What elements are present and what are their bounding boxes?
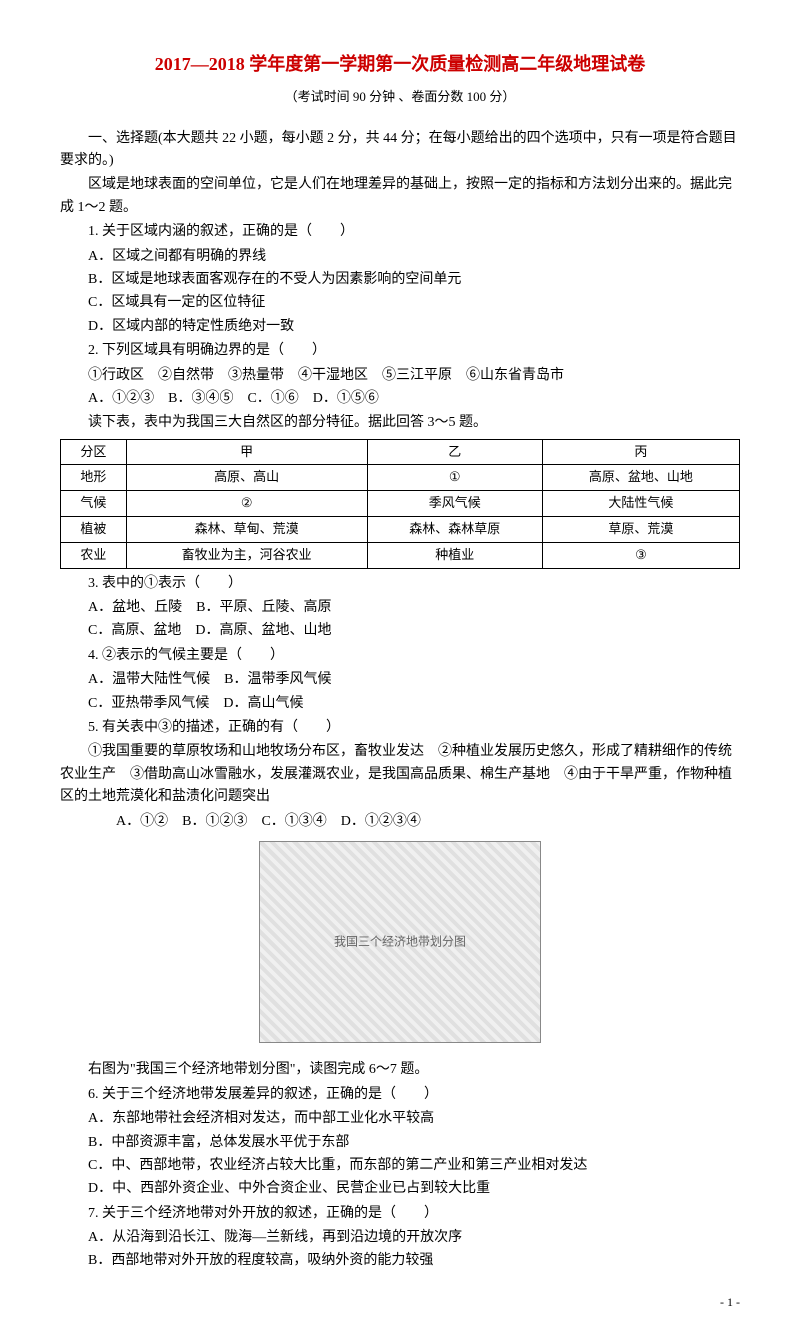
question-5: 5. 有关表中③的描述，正确的有（ ） bbox=[60, 717, 740, 739]
table-cell: ② bbox=[126, 491, 367, 517]
q7-option-a: A．从沿海到沿长江、陇海—兰新线，再到沿边境的开放次序 bbox=[60, 1227, 740, 1249]
table-cell: 高原、高山 bbox=[126, 465, 367, 491]
table-row: 地形 高原、高山 ① 高原、盆地、山地 bbox=[61, 465, 740, 491]
table-cell: 乙 bbox=[367, 439, 542, 465]
question-6: 6. 关于三个经济地带发展差异的叙述，正确的是（ ） bbox=[60, 1084, 740, 1106]
intro-3-5: 读下表，表中为我国三大自然区的部分特征。据此回答 3～5 题。 bbox=[60, 412, 740, 434]
question-3: 3. 表中的①表示（ ） bbox=[60, 573, 740, 595]
q2-options: A．①②③ B．③④⑤ C．①⑥ D．①⑤⑥ bbox=[60, 388, 740, 410]
q3-options-1: A．盆地、丘陵 B．平原、丘陵、高原 bbox=[60, 597, 740, 619]
table-cell: 甲 bbox=[126, 439, 367, 465]
q1-option-c: C．区域具有一定的区位特征 bbox=[60, 292, 740, 314]
table-row: 植被 森林、草甸、荒漠 森林、森林草原 草原、荒漠 bbox=[61, 517, 740, 543]
q6-option-d: D．中、西部外资企业、中外合资企业、民营企业已占到较大比重 bbox=[60, 1178, 740, 1200]
table-cell: 地形 bbox=[61, 465, 127, 491]
table-cell: 高原、盆地、山地 bbox=[542, 465, 739, 491]
page-number: - 1 - bbox=[60, 1293, 740, 1312]
table-row: 分区 甲 乙 丙 bbox=[61, 439, 740, 465]
table-row: 气候 ② 季风气候 大陆性气候 bbox=[61, 491, 740, 517]
q1-option-a: A．区域之间都有明确的界线 bbox=[60, 246, 740, 268]
table-cell: ① bbox=[367, 465, 542, 491]
exam-subtitle: （考试时间 90 分钟 、卷面分数 100 分） bbox=[60, 87, 740, 108]
q6-option-b: B．中部资源丰富，总体发展水平优于东部 bbox=[60, 1132, 740, 1154]
section-heading: 一、选择题(本大题共 22 小题，每小题 2 分，共 44 分；在每小题给出的四… bbox=[60, 128, 740, 173]
question-4: 4. ②表示的气候主要是（ ） bbox=[60, 645, 740, 667]
q5-options: A．①② B．①②③ C．①③④ D．①②③④ bbox=[60, 811, 740, 833]
table-cell: 丙 bbox=[542, 439, 739, 465]
question-2: 2. 下列区域具有明确边界的是（ ） bbox=[60, 340, 740, 362]
exam-title: 2017—2018 学年度第一学期第一次质量检测高二年级地理试卷 bbox=[60, 50, 740, 79]
intro-6-7: 右图为"我国三个经济地带划分图"，读图完成 6～7 题。 bbox=[60, 1059, 740, 1081]
q1-option-d: D．区域内部的特定性质绝对一致 bbox=[60, 316, 740, 338]
table-cell: 森林、森林草原 bbox=[367, 517, 542, 543]
question-1: 1. 关于区域内涵的叙述，正确的是（ ） bbox=[60, 221, 740, 243]
q7-option-b: B．西部地带对外开放的程度较高，吸纳外资的能力较强 bbox=[60, 1250, 740, 1272]
china-economic-zones-map: 我国三个经济地带划分图 bbox=[259, 841, 541, 1043]
map-figure: 我国三个经济地带划分图 bbox=[60, 841, 740, 1051]
q6-option-a: A．东部地带社会经济相对发达，而中部工业化水平较高 bbox=[60, 1108, 740, 1130]
q3-options-2: C．高原、盆地 D．高原、盆地、山地 bbox=[60, 620, 740, 642]
table-cell: 草原、荒漠 bbox=[542, 517, 739, 543]
intro-1-2: 区域是地球表面的空间单位，它是人们在地理差异的基础上，按照一定的指标和方法划分出… bbox=[60, 174, 740, 219]
table-cell: ③ bbox=[542, 542, 739, 568]
table-cell: 季风气候 bbox=[367, 491, 542, 517]
q1-option-b: B．区域是地球表面客观存在的不受人为因素影响的空间单元 bbox=[60, 269, 740, 291]
map-caption: 我国三个经济地带划分图 bbox=[334, 932, 466, 951]
table-cell: 气候 bbox=[61, 491, 127, 517]
q6-option-c: C．中、西部地带，农业经济占较大比重，而东部的第二产业和第三产业相对发达 bbox=[60, 1155, 740, 1177]
q4-options-1: A．温带大陆性气候 B．温带季风气候 bbox=[60, 669, 740, 691]
table-cell: 种植业 bbox=[367, 542, 542, 568]
table-cell: 森林、草甸、荒漠 bbox=[126, 517, 367, 543]
table-cell: 畜牧业为主，河谷农业 bbox=[126, 542, 367, 568]
q2-items: ①行政区 ②自然带 ③热量带 ④干湿地区 ⑤三江平原 ⑥山东省青岛市 bbox=[60, 365, 740, 387]
table-row: 农业 畜牧业为主，河谷农业 种植业 ③ bbox=[61, 542, 740, 568]
table-cell: 大陆性气候 bbox=[542, 491, 739, 517]
table-cell: 分区 bbox=[61, 439, 127, 465]
natural-regions-table: 分区 甲 乙 丙 地形 高原、高山 ① 高原、盆地、山地 气候 ② 季风气候 大… bbox=[60, 439, 740, 569]
table-cell: 农业 bbox=[61, 542, 127, 568]
question-7: 7. 关于三个经济地带对外开放的叙述，正确的是（ ） bbox=[60, 1203, 740, 1225]
q5-items: ①我国重要的草原牧场和山地牧场分布区，畜牧业发达 ②种植业发展历史悠久，形成了精… bbox=[60, 741, 740, 808]
table-cell: 植被 bbox=[61, 517, 127, 543]
q4-options-2: C．亚热带季风气候 D．高山气候 bbox=[60, 693, 740, 715]
